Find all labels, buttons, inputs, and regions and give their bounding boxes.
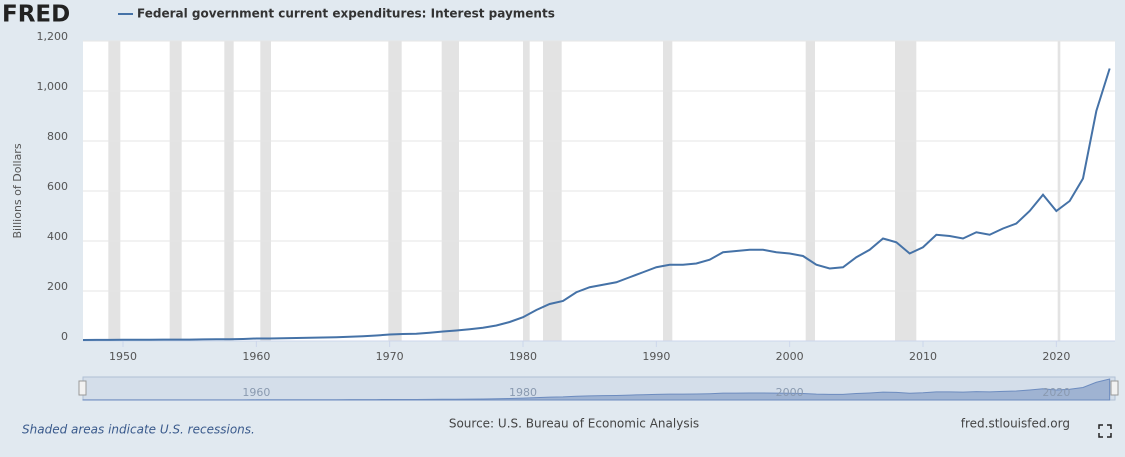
navigator-tick-label: 1960 (242, 386, 270, 399)
y-tick-label: 1,000 (37, 80, 69, 93)
x-tick-label: 2020 (1042, 350, 1070, 363)
y-tick-label: 600 (47, 180, 68, 193)
y-axis-label: Billions of Dollars (11, 143, 24, 238)
x-tick-label: 2000 (776, 350, 804, 363)
navigator-area (82, 378, 1111, 401)
y-tick-label: 0 (61, 330, 68, 343)
navigator-handle-right[interactable] (1110, 380, 1119, 396)
navigator-tick-label: 2020 (1042, 386, 1070, 399)
y-tick-label: 400 (47, 230, 68, 243)
site: fred.stlouisfed.org (961, 417, 1070, 431)
legend-label: Federal government current expenditures:… (137, 7, 555, 21)
x-tick-label: 1980 (509, 350, 537, 363)
fullscreen-button[interactable] (1098, 424, 1112, 438)
series-line (82, 68, 1111, 341)
y-tick-label: 1,200 (37, 30, 69, 43)
y-tick-label: 200 (47, 280, 68, 293)
x-tick-label: 2010 (909, 350, 937, 363)
x-tick-label: 1990 (642, 350, 670, 363)
y-tick-label: 800 (47, 130, 68, 143)
logo: FRED (2, 2, 70, 28)
recession-note: Shaded areas indicate U.S. recessions. (22, 423, 255, 437)
navigator-tick-label: 1980 (509, 386, 537, 399)
x-tick-label: 1970 (376, 350, 404, 363)
x-tick-label: 1950 (109, 350, 137, 363)
navigator-tick-label: 2000 (776, 386, 804, 399)
source: Source: U.S. Bureau of Economic Analysis (449, 417, 699, 431)
x-tick-label: 1960 (242, 350, 270, 363)
navigator-handle-left[interactable] (78, 380, 87, 396)
